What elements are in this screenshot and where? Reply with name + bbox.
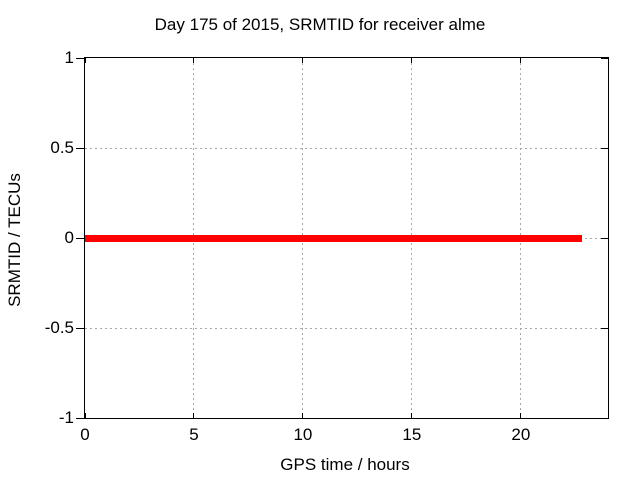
series-line-srmtid: [85, 234, 582, 242]
x-tick-label: 5: [189, 425, 199, 444]
x-tick-mark: [302, 413, 304, 418]
x-tick-label: 20: [511, 425, 531, 444]
y-tick-mark: [76, 417, 84, 419]
x-axis-label: GPS time / hours: [280, 455, 410, 474]
gridline-horizontal: [85, 147, 608, 149]
x-tick-label: 0: [80, 425, 90, 444]
y-tick-mark: [76, 147, 84, 149]
y-tick-mark: [76, 57, 84, 59]
y-tick-mark-right: [601, 327, 608, 329]
x-tick-mark: [520, 413, 522, 418]
x-tick-mark: [193, 413, 195, 418]
y-tick-label: 0: [64, 228, 74, 247]
chart-title: Day 175 of 2015, SRMTID for receiver alm…: [154, 15, 486, 34]
y-tick-mark: [76, 327, 84, 329]
y-tick-label: -0.5: [44, 318, 74, 337]
x-tick-label: 15: [402, 425, 422, 444]
y-tick-mark-right: [601, 147, 608, 149]
x-tick-mark: [84, 413, 86, 418]
y-tick-mark-right: [601, 57, 608, 59]
y-tick-mark-right: [601, 237, 608, 239]
x-tick-mark-top: [302, 58, 304, 63]
y-tick-mark: [76, 237, 84, 239]
y-tick-label: 0.5: [50, 138, 74, 157]
x-tick-mark-top: [411, 58, 413, 63]
x-tick-mark-top: [193, 58, 195, 63]
y-tick-label: -1: [58, 408, 74, 427]
x-tick-mark-top: [84, 58, 86, 63]
x-tick-mark-top: [520, 58, 522, 63]
plot-area: [76, 57, 609, 419]
x-tick-label: 10: [293, 425, 313, 444]
y-tick-mark-right: [601, 417, 608, 419]
x-tick-mark: [411, 413, 413, 418]
y-tick-label: 1: [64, 48, 74, 67]
gridline-horizontal: [85, 327, 608, 329]
